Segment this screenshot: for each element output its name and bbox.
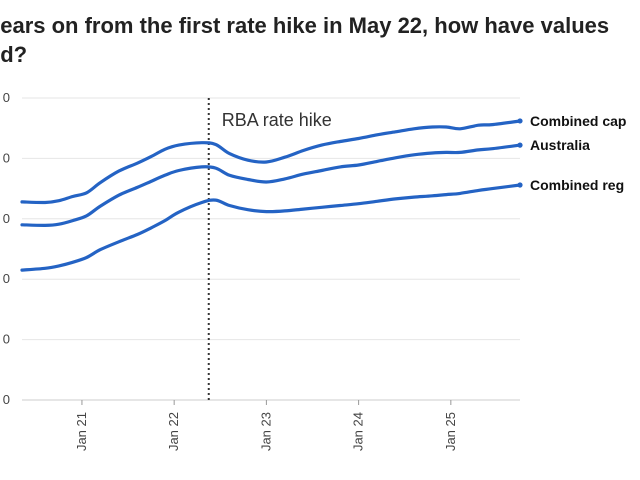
- series-line-combined-cap: [20, 119, 522, 205]
- chart-title: years on from the first rate hike in May…: [0, 13, 640, 73]
- data-series: [20, 118, 523, 272]
- x-tick-label-0: Jan 21: [74, 412, 89, 451]
- x-tick-label-4: Jan 25: [443, 412, 458, 451]
- series-label-combined-reg: Combined reg: [530, 177, 624, 193]
- y-tick-label-4: 0: [3, 150, 10, 165]
- rate-hike-label: RBA rate hike: [222, 110, 332, 130]
- chart-title-line-2: ed?: [0, 42, 28, 67]
- x-tick-label-1: Jan 22: [166, 412, 181, 451]
- y-tick-label-3: 0: [3, 211, 10, 226]
- chart-title-line-1: years on from the first rate hike in May…: [0, 13, 610, 38]
- x-axis-tick-labels: Jan 21 Jan 22 Jan 23 Jan 24 Jan 25: [74, 400, 458, 451]
- y-axis-tick-labels: 0 0 0 0 0 0: [3, 90, 10, 407]
- gridlines: [22, 97, 520, 401]
- x-tick-label-2: Jan 23: [258, 412, 273, 451]
- series-label-combined-cap: Combined cap: [530, 113, 626, 129]
- y-tick-label-2: 0: [3, 271, 10, 286]
- x-tick-label-3: Jan 24: [351, 412, 366, 451]
- series-line-combined-reg: [20, 183, 522, 272]
- series-end-point-combined-cap: [517, 118, 523, 124]
- series-label-australia: Australia: [530, 137, 590, 153]
- series-end-point-australia: [517, 142, 523, 148]
- y-tick-label-0: 0: [3, 392, 10, 407]
- rate-hike-annotation: RBA rate hike: [207, 98, 332, 400]
- series-end-labels: Combined cap Australia Combined reg: [530, 113, 626, 193]
- series-end-point-combined-reg: [517, 182, 523, 188]
- y-tick-label-1: 0: [3, 332, 10, 347]
- y-tick-label-5: 0: [3, 90, 10, 105]
- series-line-australia: [20, 143, 522, 228]
